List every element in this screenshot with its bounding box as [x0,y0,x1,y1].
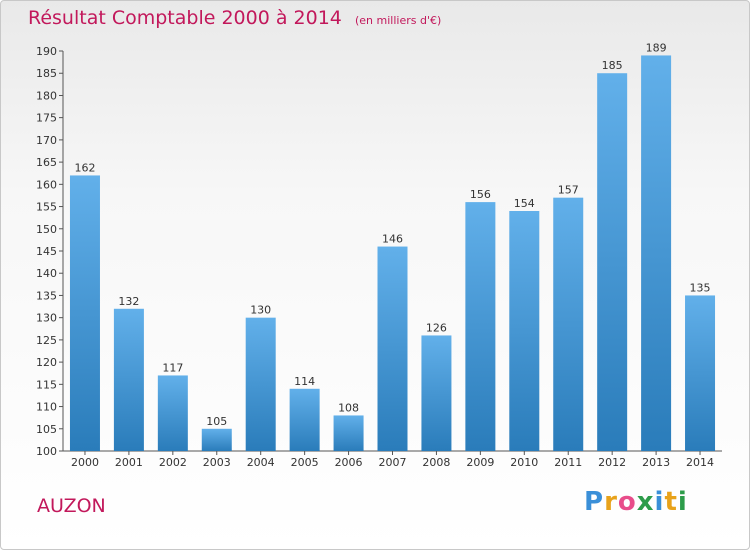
x-tick-label: 2006 [335,456,363,469]
x-tick-label: 2001 [115,456,143,469]
bar [465,202,496,451]
y-tick-label: 190 [36,45,57,58]
y-tick-label: 180 [36,89,57,102]
chart-subtitle: (en milliers d'€) [354,14,442,27]
bar [597,73,628,451]
y-tick-label: 135 [36,289,57,302]
bar-value-label: 189 [646,41,667,54]
bar [245,317,276,451]
bar-value-label: 146 [382,233,403,246]
logo-letter: i [677,487,688,517]
bar [113,308,144,451]
bar [289,388,320,451]
x-tick-label: 2010 [510,456,538,469]
bar-value-label: 130 [250,304,271,317]
y-tick-label: 165 [36,156,57,169]
x-tick-label: 2008 [422,456,450,469]
logo-letter: P [584,487,605,517]
y-tick-label: 130 [36,312,57,325]
bar-value-label: 157 [558,184,579,197]
x-tick-label: 2009 [466,456,494,469]
y-tick-label: 160 [36,178,57,191]
logo-letter: x [636,487,655,517]
y-tick-label: 125 [36,334,57,347]
y-tick-label: 155 [36,201,57,214]
logo-letter: r [604,487,618,517]
logo-letter: i [654,487,665,517]
x-tick-label: 2011 [554,456,582,469]
bar [157,375,188,451]
y-tick-label: 145 [36,245,57,258]
y-tick-label: 185 [36,67,57,80]
bar [421,335,452,451]
y-tick-label: 170 [36,134,57,147]
y-tick-label: 115 [36,378,57,391]
bar [201,428,232,451]
x-tick-label: 2004 [247,456,275,469]
bar-value-label: 126 [426,321,447,334]
logo-letter: t [664,487,678,517]
y-tick-label: 120 [36,356,57,369]
chart-title: Résultat Comptable 2000 à 2014 [28,7,342,29]
bar-value-label: 135 [690,281,711,294]
bar [69,175,100,451]
x-tick-label: 2005 [291,456,319,469]
y-tick-label: 140 [36,267,57,280]
bar-value-label: 154 [514,197,535,210]
x-tick-label: 2007 [379,456,407,469]
bar-value-label: 162 [74,161,95,174]
bar [685,295,716,451]
bar-value-label: 114 [294,375,315,388]
bar [377,246,408,451]
x-tick-label: 2002 [159,456,187,469]
bar [553,197,584,451]
x-tick-label: 2003 [203,456,231,469]
x-tick-label: 2012 [598,456,626,469]
bar [641,55,672,451]
x-tick-label: 2014 [686,456,714,469]
y-tick-label: 110 [36,401,57,414]
place-label: AUZON [37,495,106,517]
bar [509,211,540,451]
bar-value-label: 156 [470,188,491,201]
logo-letter: o [617,487,637,517]
bar-value-label: 108 [338,401,359,414]
bar-value-label: 185 [602,59,623,72]
x-tick-label: 2013 [642,456,670,469]
y-tick-label: 105 [36,423,57,436]
bar-value-label: 132 [118,295,139,308]
y-tick-label: 150 [36,223,57,236]
x-tick-label: 2000 [71,456,99,469]
bar [333,415,364,451]
proxiti-logo: Proxiti [584,487,688,517]
bar-value-label: 117 [162,361,183,374]
y-tick-label: 175 [36,112,57,125]
title-row: Résultat Comptable 2000 à 2014 (en milli… [28,7,441,29]
bar-value-label: 105 [206,415,227,428]
y-tick-label: 100 [36,445,57,458]
